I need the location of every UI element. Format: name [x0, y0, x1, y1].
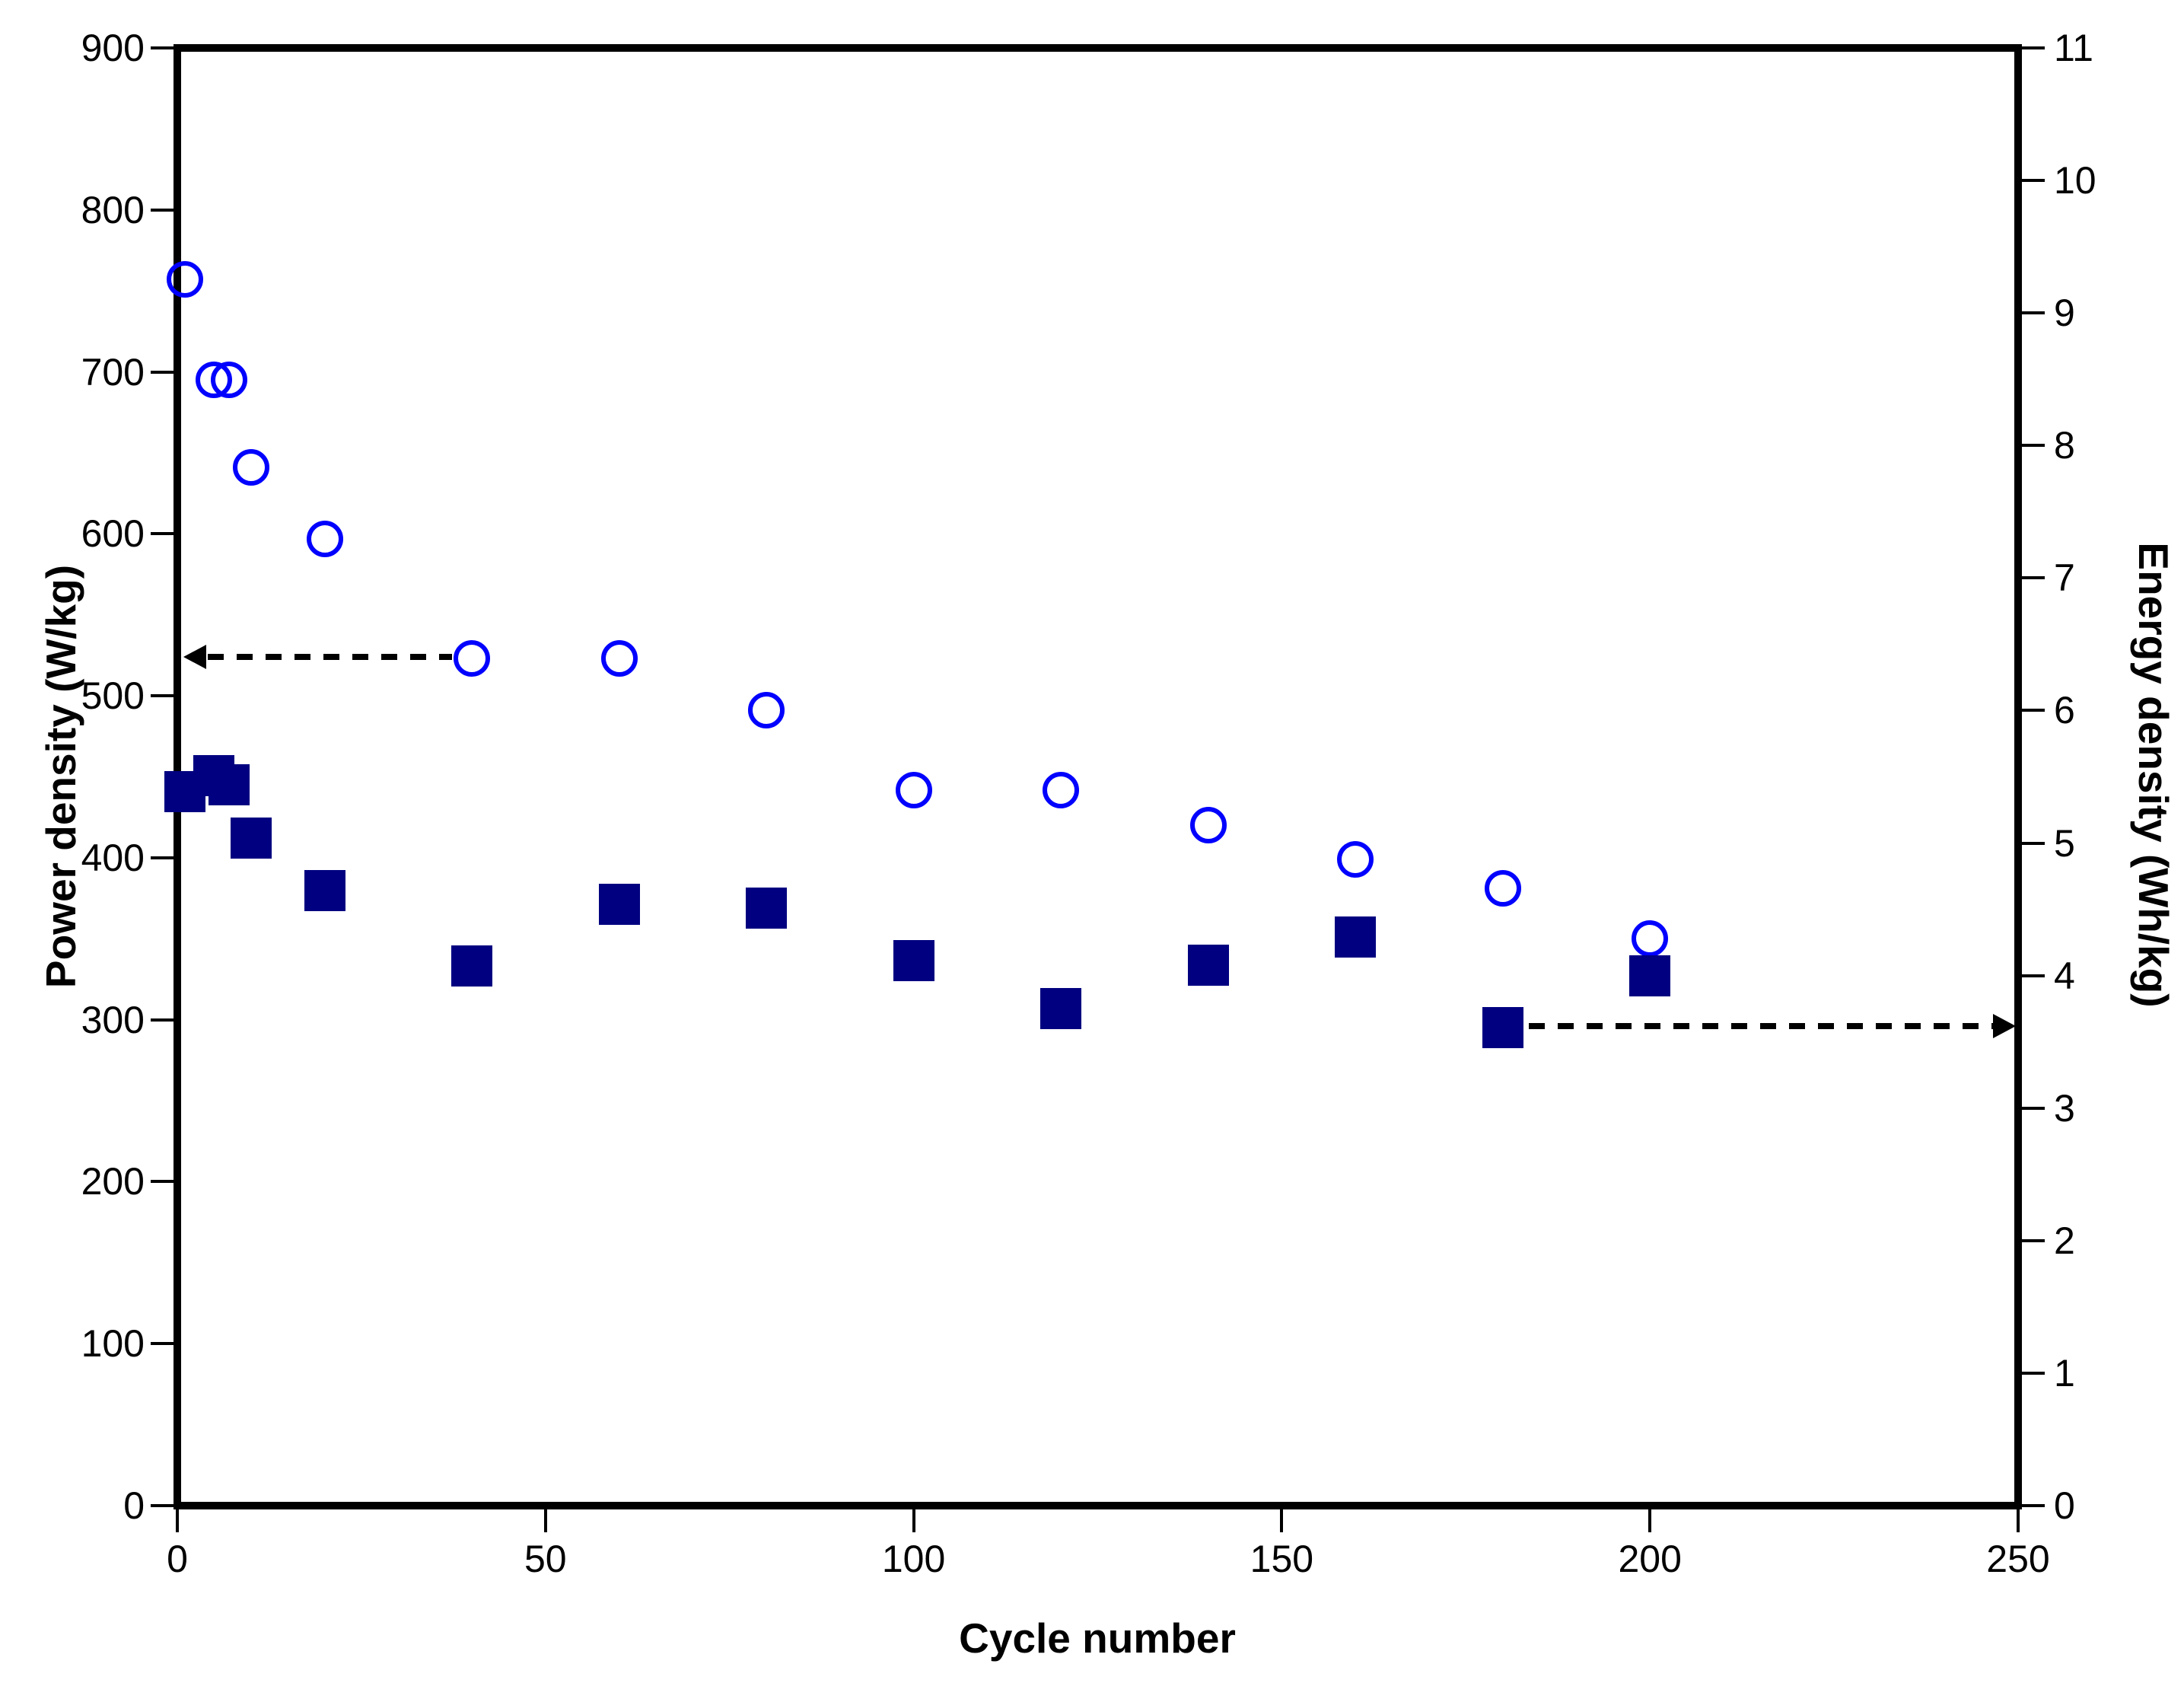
y-right-tick	[2022, 46, 2045, 49]
x-tick	[176, 1509, 179, 1532]
x-tick	[1280, 1509, 1284, 1532]
y-right-tick-label: 5	[2054, 821, 2075, 865]
y-right-tick-label: 3	[2054, 1086, 2075, 1130]
y-axis-title-left: Power density (W/kg)	[37, 564, 84, 989]
left-arrowhead	[183, 645, 206, 670]
x-tick	[543, 1509, 547, 1532]
y-right-tick-label: 11	[2054, 27, 2093, 69]
x-tick-label: 0	[167, 1538, 188, 1580]
data-point-power-density	[1189, 807, 1227, 844]
y-right-tick-label: 4	[2054, 954, 2075, 997]
data-point-energy-density	[1482, 1006, 1523, 1048]
y-left-tick-label: 500	[81, 674, 145, 718]
data-point-energy-density	[1040, 988, 1082, 1030]
data-point-power-density	[1484, 870, 1521, 907]
plot-area	[174, 44, 2022, 1509]
y-left-tick	[151, 46, 174, 49]
y-right-tick-label: 8	[2054, 424, 2075, 467]
x-tick-label: 50	[524, 1538, 567, 1580]
y-right-tick	[2022, 709, 2045, 712]
data-point-energy-density	[1335, 916, 1377, 958]
data-point-power-density	[748, 692, 785, 729]
data-point-energy-density	[304, 870, 345, 912]
y-left-tick	[151, 370, 174, 374]
y-left-tick	[151, 1504, 174, 1507]
y-right-tick-label: 7	[2054, 556, 2075, 600]
x-tick-label: 100	[881, 1538, 946, 1580]
y-left-tick	[151, 1342, 174, 1346]
y-right-tick	[2022, 1106, 2045, 1110]
dashed-arrow-to-right-axis	[1528, 1022, 1994, 1029]
data-point-power-density	[1043, 771, 1080, 808]
y-right-tick	[2022, 1238, 2045, 1242]
y-left-tick-label: 700	[81, 350, 145, 394]
y-right-tick	[2022, 841, 2045, 845]
y-right-tick	[2022, 444, 2045, 448]
data-point-power-density	[1337, 841, 1374, 878]
y-right-tick	[2022, 974, 2045, 977]
data-point-energy-density	[1629, 955, 1671, 996]
y-right-tick	[2022, 311, 2045, 315]
y-left-tick	[151, 694, 174, 698]
data-point-power-density	[210, 362, 247, 399]
y-right-tick-label: 2	[2054, 1219, 2075, 1262]
data-point-energy-density	[451, 945, 493, 987]
y-right-tick-label: 10	[2054, 159, 2096, 202]
y-axis-title-right: Energy density (Wh/kg)	[2130, 542, 2177, 1008]
data-point-power-density	[895, 771, 932, 808]
y-left-tick-label: 800	[81, 188, 145, 231]
y-right-tick-label: 6	[2054, 689, 2075, 732]
data-point-energy-density	[208, 763, 250, 805]
y-right-tick	[2022, 1504, 2045, 1507]
y-left-tick-label: 300	[81, 998, 145, 1041]
dashed-arrow-to-left-axis	[207, 654, 452, 661]
data-point-power-density	[1632, 920, 1669, 958]
y-left-tick-label: 400	[81, 836, 145, 879]
data-point-energy-density	[230, 817, 272, 859]
y-left-tick-label: 600	[81, 512, 145, 556]
y-right-tick	[2022, 576, 2045, 580]
y-right-tick-label: 9	[2054, 292, 2075, 335]
y-left-tick	[151, 208, 174, 212]
data-point-energy-density	[1187, 944, 1229, 986]
y-right-tick-label: 1	[2054, 1351, 2075, 1395]
y-left-tick-label: 900	[81, 27, 145, 69]
data-point-power-density	[166, 261, 203, 298]
x-axis-title: Cycle number	[959, 1614, 1236, 1662]
y-right-tick	[2022, 179, 2045, 183]
y-left-tick	[151, 1180, 174, 1184]
y-left-tick-label: 0	[123, 1484, 145, 1527]
x-tick	[1648, 1509, 1652, 1532]
y-left-tick	[151, 856, 174, 859]
data-point-power-density	[600, 640, 638, 677]
data-point-power-density	[306, 520, 343, 557]
y-left-tick	[151, 1018, 174, 1022]
y-left-tick	[151, 532, 174, 536]
data-point-energy-density	[598, 883, 640, 925]
data-point-energy-density	[893, 940, 934, 982]
right-arrowhead	[1993, 1013, 2017, 1038]
data-point-energy-density	[746, 887, 788, 929]
y-right-tick	[2022, 1371, 2045, 1375]
data-point-power-density	[454, 640, 491, 677]
y-left-tick-label: 200	[81, 1160, 145, 1203]
x-tick	[912, 1509, 915, 1532]
x-tick-label: 200	[1618, 1538, 1682, 1580]
y-left-tick-label: 100	[81, 1322, 145, 1366]
x-tick-label: 250	[1986, 1538, 2050, 1580]
data-point-power-density	[232, 449, 269, 486]
x-tick-label: 150	[1250, 1538, 1314, 1580]
y-right-tick-label: 0	[2054, 1484, 2075, 1527]
x-tick	[2017, 1509, 2020, 1532]
